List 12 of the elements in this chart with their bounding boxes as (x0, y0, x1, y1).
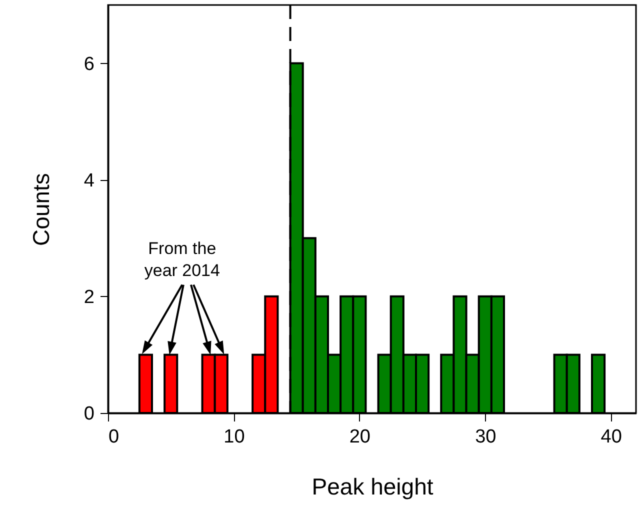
x-tick-label: 0 (108, 426, 120, 448)
y-tick-label: 4 (84, 170, 95, 192)
x-axis-title: Peak height (312, 474, 434, 500)
annotation: From the year 2014 (144, 239, 220, 280)
x-tick-label: 10 (224, 426, 245, 448)
y-tick-label: 0 (84, 404, 94, 424)
x-tick-label: 40 (600, 426, 622, 448)
y-tick-label: 2 (84, 286, 94, 308)
x-tick-label: 30 (475, 426, 496, 448)
x-tick-label: 20 (349, 426, 370, 448)
y-axis-title: Counts (28, 173, 54, 246)
y-tick-label: 6 (84, 54, 94, 75)
